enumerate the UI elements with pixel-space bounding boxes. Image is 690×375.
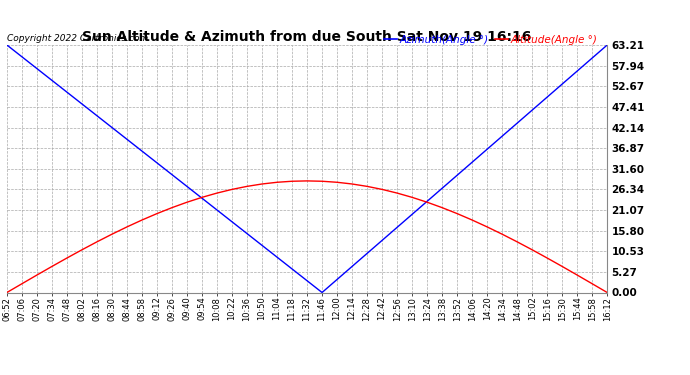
Text: Copyright 2022 Cartronics.com: Copyright 2022 Cartronics.com [7,33,148,42]
Title: Sun Altitude & Azimuth from due South Sat Nov 19 16:16: Sun Altitude & Azimuth from due South Sa… [82,30,532,44]
Legend: Azimuth(Angle °), Altitude(Angle °): Azimuth(Angle °), Altitude(Angle °) [380,30,602,49]
